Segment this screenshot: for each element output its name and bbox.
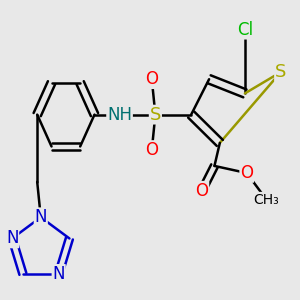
Text: Cl: Cl: [237, 21, 253, 39]
Text: S: S: [275, 63, 286, 81]
Text: O: O: [145, 70, 158, 88]
Text: O: O: [240, 164, 253, 182]
Text: N: N: [34, 208, 47, 226]
Text: N: N: [52, 265, 65, 283]
Text: O: O: [195, 182, 208, 200]
Text: S: S: [150, 106, 161, 124]
Text: CH₃: CH₃: [254, 193, 279, 206]
Text: O: O: [145, 141, 158, 159]
Text: NH: NH: [107, 106, 132, 124]
Text: N: N: [6, 230, 18, 247]
